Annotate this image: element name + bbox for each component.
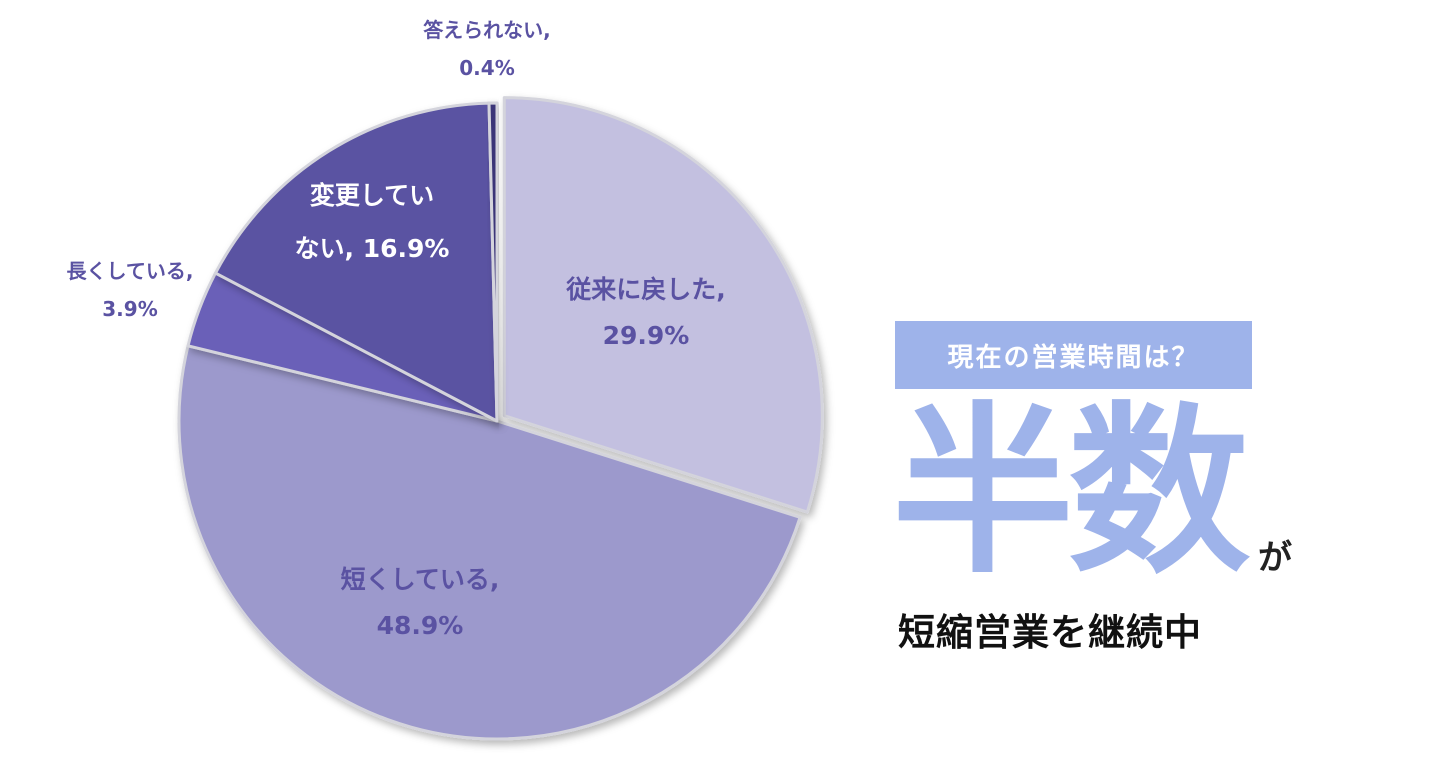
headline-subtext: 短縮営業を継続中: [898, 611, 1202, 654]
pie-label-line: 変更してい: [310, 181, 434, 210]
pie-label-line: 長くしている,: [67, 259, 194, 283]
pie-slices: [177, 96, 824, 741]
pie-slice-短くしている: [177, 344, 802, 741]
pie-label-line: 3.9%: [102, 297, 157, 321]
pie-label-短くしている: 短くしている, 48.9%: [341, 565, 500, 640]
headline-big-word: 半数: [892, 386, 1250, 598]
pie-label-line: 29.9%: [603, 321, 690, 350]
pie-label-line: 従来に戻した,: [565, 275, 726, 304]
pie-labels: 従来に戻した, 29.9% 短くしている, 48.9% 長くしている, 3.9% 変更してい…: [67, 18, 726, 640]
headline-suffix: が: [1258, 538, 1292, 578]
pie-slice-答えられない: [487, 101, 499, 423]
pie-chart: 従来に戻した, 29.9% 短くしている, 48.9% 長くしている, 3.9% 変更してい…: [67, 18, 824, 741]
pie-label-line: ない, 16.9%: [295, 234, 450, 263]
question-box: 現在の営業時間は？: [895, 321, 1252, 389]
pie-label-長くしている: 長くしている, 3.9%: [67, 259, 194, 321]
pie-label-line: 48.9%: [377, 611, 464, 640]
pie-slice-従来に戻した: [502, 96, 824, 514]
pie-label-line: 答えられない,: [423, 18, 551, 42]
pie-label-line: 0.4%: [459, 56, 514, 80]
pie-label-答えられない: 答えられない, 0.4%: [423, 18, 551, 80]
pie-label-変更していない: 変更していない, 16.9%: [295, 181, 450, 263]
question-text: 現在の営業時間は？: [947, 342, 1200, 373]
pie-label-従来に戻した: 従来に戻した, 29.9%: [565, 275, 726, 350]
pie-slice-変更していない: [213, 101, 499, 423]
pie-label-line: 短くしている,: [341, 565, 500, 594]
